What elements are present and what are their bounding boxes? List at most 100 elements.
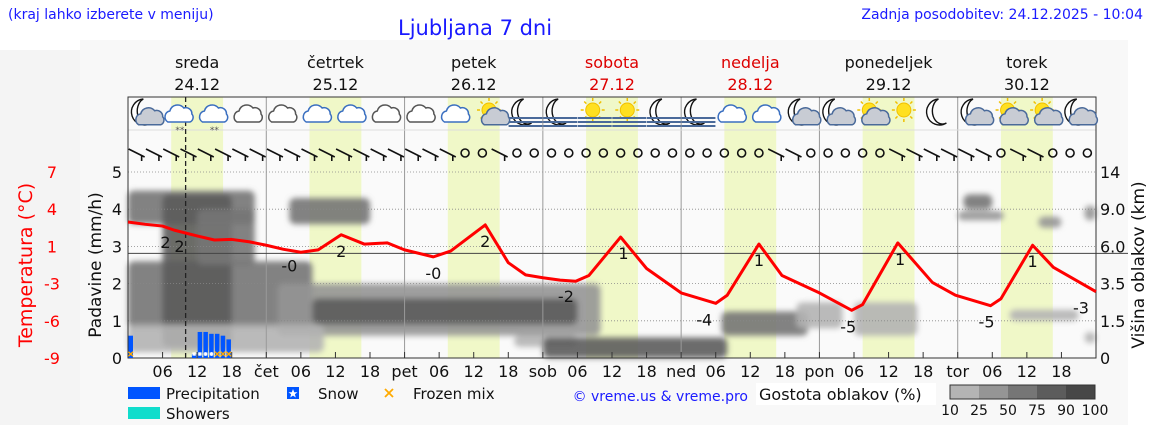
x-tick-label: sob [529,362,557,381]
frozen-mix-marker [214,351,220,357]
wind-calm-icon [1047,148,1058,158]
sun-ray [583,100,587,105]
cloud-density-step: 100 [1082,403,1109,419]
wind-barb-icon [231,148,249,161]
copyright-link[interactable]: © vreme.us & vreme.pro [573,389,748,405]
wind-calm-icon [563,148,574,158]
day-name: ponedeljek [845,53,934,72]
cloud-icon [371,104,402,123]
temperature-label: 2 [160,233,170,252]
cloud-height-tick-label: 9.0 [1100,200,1125,219]
cloud-layer [128,324,324,353]
snow-flakes: ** [210,126,220,136]
cloud-shape [440,104,471,123]
last-updated: Zadnja posodobitev: 24.12.2025 - 10:04 [861,7,1143,23]
wind-barb-icon [923,148,941,161]
cloud-density-step: 25 [970,403,988,419]
snow-marker [197,352,202,356]
temperature-line [127,220,1097,312]
wind-calm-icon [529,148,540,158]
sun-cloud-icon [995,98,1029,126]
x-tick-label: 06 [844,362,864,381]
temperature-label: 2 [480,232,490,251]
x-tick-label: pon [804,362,834,381]
wind-barb-icon [767,148,785,161]
temperature-label: 2 [174,237,184,256]
wind-barb-icon [301,148,318,161]
x-tick-label: 18 [636,362,656,381]
temperature-label: 1 [895,250,905,269]
temperature-tick-label: 1 [47,237,57,256]
temperature-tick-label: -9 [44,349,60,368]
wind-calm-icon [805,148,816,158]
moon-cloud-icon [1064,98,1099,126]
wind-calm-icon [1082,148,1093,158]
wind-barb-icon [335,148,353,161]
moon-icon [925,98,947,126]
moon-cloud-icon [130,98,165,126]
moon-fog-icon [543,98,578,127]
temperature-tick-label: 7 [47,163,57,182]
wind-barb-icon [975,148,993,161]
x-tick-label: 18 [913,362,933,381]
sun-cloud-icon [857,98,891,126]
page-title: Ljubljana 7 dni [398,16,553,40]
cloud-height-axis-label: Višina oblakov (km) [1129,181,1149,348]
sun-ray [598,100,602,105]
sun-ray [998,100,1002,105]
day-name: sreda [175,53,219,72]
sun-ray [860,100,864,105]
precip-tick-label: 0 [112,349,122,368]
cloud-icon [717,104,747,123]
x-tick-label: 12 [602,362,622,381]
wind-barb-icon [888,148,906,161]
cloud-layer [957,211,1004,221]
sun-icon [891,98,916,122]
precipitation-bar [209,333,214,358]
wind-calm-icon [667,148,678,158]
cloud-shape [1068,107,1099,126]
cloud-layer [1038,216,1062,228]
cloud-layer [542,337,728,358]
cloud-snow-icon: ** [164,104,194,136]
cloud-shape [337,104,367,123]
cloud-shape [861,107,891,126]
cloud-layer [1084,205,1096,221]
x-tick-label: 12 [187,362,207,381]
temperature-tick-label: 4 [47,200,57,219]
precipitation-swatch [128,387,160,399]
cloud-height-tick-label: 3.5 [1100,275,1125,294]
wind-barb-icon [422,148,439,161]
cloud-icon [302,104,333,123]
wind-barb-icon [387,148,405,161]
wind-barb-icon [404,148,422,161]
temperature-label: 1 [754,251,764,270]
x-tick-label: 06 [429,362,449,381]
temperature-tick-label: -3 [44,275,60,294]
moon-cloud-icon [960,98,995,126]
sun-ray [1033,100,1037,105]
precip-tick-label: 2 [112,275,122,294]
day-name: torek [1006,53,1048,72]
x-tick-label: tor [946,362,969,381]
legend-cloud-density: Gostota oblakov (%) [759,385,922,404]
snow-flakes: ** [175,126,185,136]
day-name: nedelja [721,53,780,72]
temperature-axis-label: Temperatura (°C) [15,183,37,348]
wind-barb-icon [283,148,301,161]
wind-barb-icon [214,148,232,161]
wind-barb-icon [249,148,267,161]
cloud-layer [197,209,255,265]
sun-ray [909,100,913,105]
wind-barb-icon [940,148,958,161]
x-tick-label: pet [391,362,417,381]
cloud-icon [406,104,436,123]
wind-barb-icon [1027,148,1044,161]
moon-cloud-icon [787,98,822,126]
cloud-shape [268,104,298,123]
wind-calm-icon [598,148,609,158]
temperature-tick-label: -6 [44,312,60,331]
sun-fog-icon [612,98,647,127]
wind-barb-icon [128,148,146,161]
wind-barb-icon [352,148,370,161]
